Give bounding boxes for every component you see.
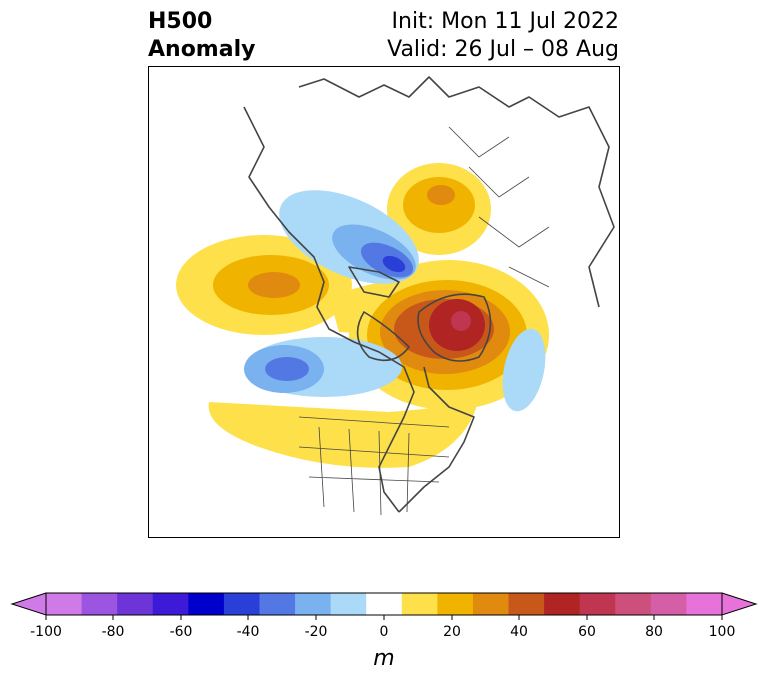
anomaly-contour bbox=[403, 177, 475, 233]
colorbar-extend-max bbox=[721, 592, 758, 616]
colorbar-segment bbox=[117, 593, 154, 615]
field-title: H500 bbox=[148, 9, 213, 34]
colorbar-segment bbox=[152, 593, 189, 615]
colorbar-tick-label: 20 bbox=[443, 624, 461, 640]
colorbar-tick-label: 60 bbox=[578, 624, 596, 640]
anomaly-contour bbox=[248, 272, 300, 298]
chart-title-block: H500 Anomaly bbox=[148, 8, 255, 64]
state-lines bbox=[298, 426, 450, 516]
political-borders bbox=[298, 126, 550, 516]
colorbar-segment bbox=[472, 593, 510, 615]
anomaly-contour bbox=[265, 357, 309, 381]
anomaly-contour bbox=[502, 328, 546, 412]
hudson-bay-coast bbox=[356, 311, 410, 362]
eurasia-borders bbox=[448, 126, 550, 288]
colorbar-tick-label: 100 bbox=[708, 624, 736, 640]
coastlines bbox=[243, 76, 615, 513]
colorbar-segment bbox=[579, 593, 616, 615]
colorbar-tick-label: -40 bbox=[236, 624, 260, 640]
anomaly-contour bbox=[427, 185, 455, 205]
colorbar-segment bbox=[401, 593, 438, 615]
colorbar-segment bbox=[46, 593, 83, 615]
colorbar-extend-min bbox=[10, 592, 47, 616]
colorbar-segment bbox=[81, 593, 118, 615]
date-block: Init: Mon 11 Jul 2022 Valid: 26 Jul – 08… bbox=[387, 8, 619, 64]
valid-range: Valid: 26 Jul – 08 Aug bbox=[387, 37, 619, 62]
colorbar-tick-label: -100 bbox=[30, 624, 62, 640]
east-coast bbox=[398, 366, 475, 513]
colorbar-tick-label: -80 bbox=[101, 624, 125, 640]
colorbar-segment bbox=[615, 593, 652, 615]
greenland-coast bbox=[417, 293, 492, 362]
map-canvas bbox=[176, 76, 615, 516]
west-coast bbox=[243, 106, 415, 513]
colorbar-tick-label: -60 bbox=[169, 624, 193, 640]
colorbar bbox=[10, 592, 758, 620]
colorbar-segment bbox=[650, 593, 687, 615]
colorbar-segment bbox=[223, 593, 260, 615]
colorbar-segment bbox=[330, 593, 367, 615]
colorbar-segment bbox=[508, 593, 545, 615]
anomaly-contour bbox=[451, 311, 471, 331]
colorbar-segment bbox=[686, 593, 723, 615]
colorbar-segment bbox=[437, 593, 474, 615]
anomaly-contour bbox=[382, 255, 406, 273]
colorbar-tick-label: -20 bbox=[304, 624, 328, 640]
init-date: Init: Mon 11 Jul 2022 bbox=[391, 9, 619, 34]
arctic-islands bbox=[348, 266, 400, 298]
product-title: Anomaly bbox=[148, 37, 256, 62]
eurasia-coast bbox=[298, 76, 615, 308]
anomaly-map bbox=[148, 66, 620, 538]
us-canada-border bbox=[298, 416, 450, 428]
unit-label: m bbox=[373, 646, 395, 671]
colorbar-segment bbox=[366, 593, 403, 615]
colorbar-tick-label: 0 bbox=[379, 624, 389, 640]
colorbar-segment bbox=[188, 593, 225, 615]
colorbar-segment bbox=[295, 593, 332, 615]
colorbar-tick-label: 80 bbox=[645, 624, 663, 640]
anomaly-field bbox=[176, 163, 549, 468]
anomaly-contour bbox=[208, 397, 480, 468]
colorbar-tick-label: 40 bbox=[510, 624, 528, 640]
colorbar-segment bbox=[259, 593, 296, 615]
colorbar-segment bbox=[544, 593, 581, 615]
